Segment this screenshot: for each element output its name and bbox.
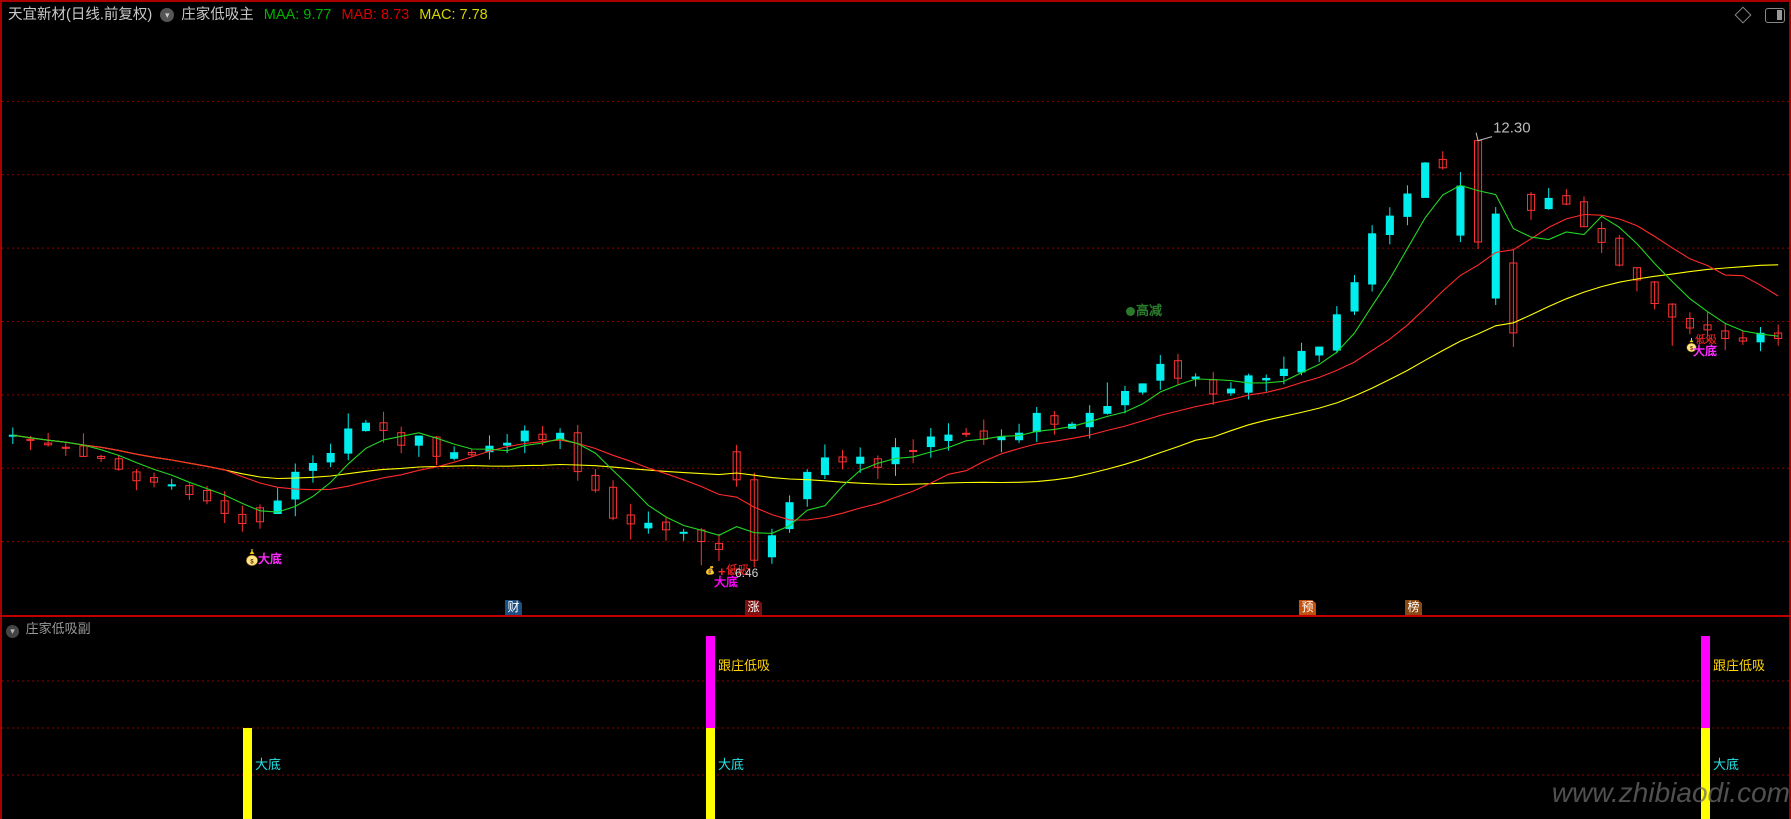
svg-text:$: $	[250, 558, 254, 565]
svg-text:12.30: 12.30	[1493, 120, 1531, 137]
